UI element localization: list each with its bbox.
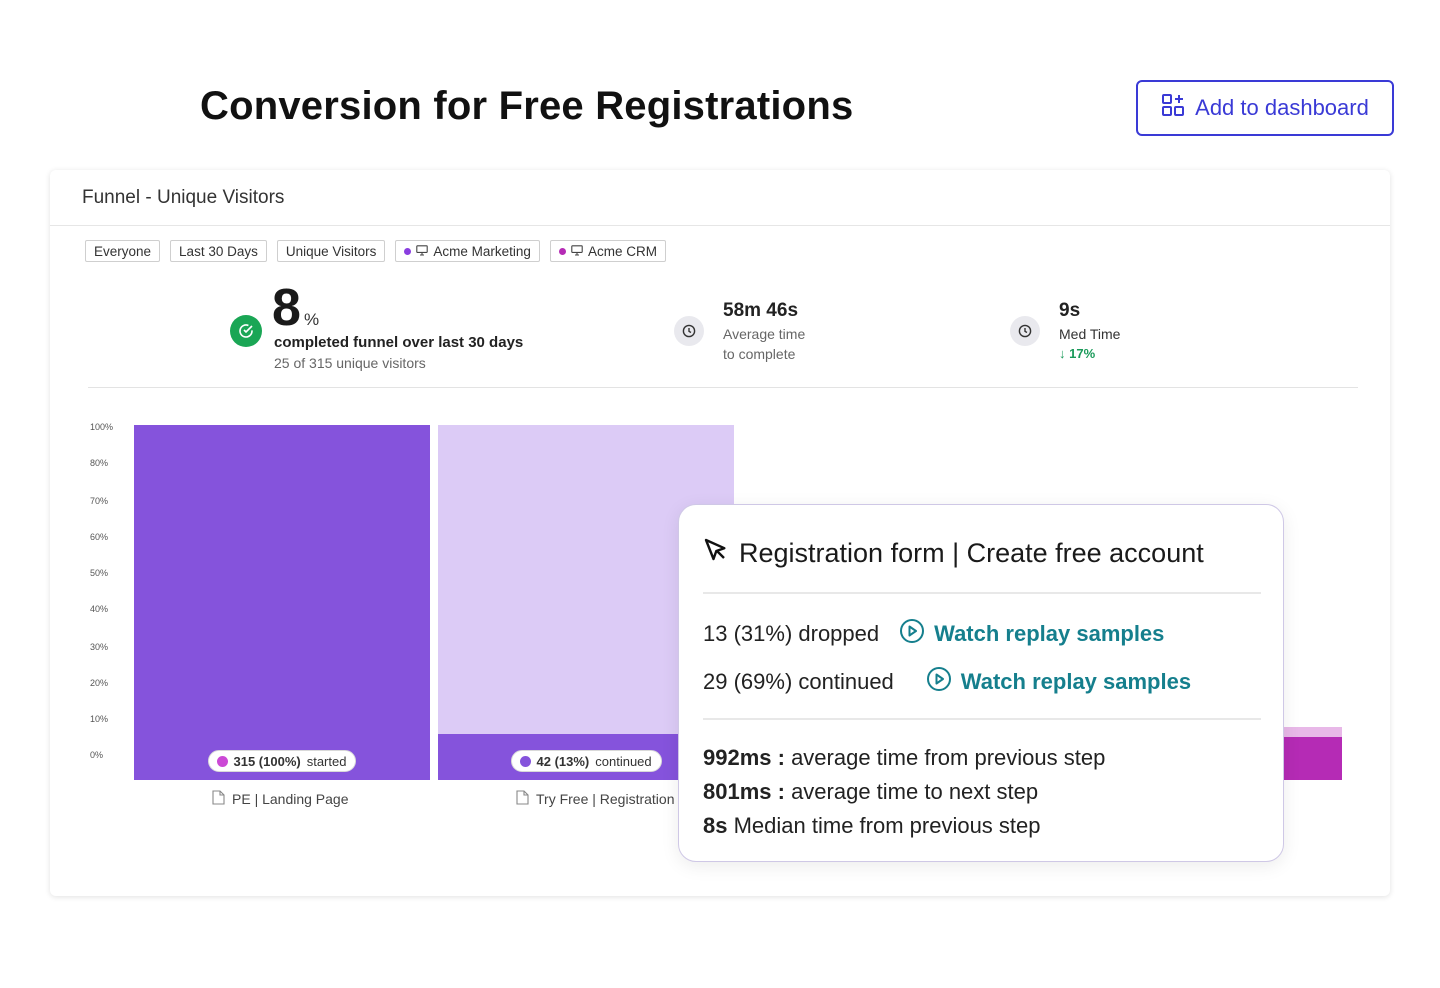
cursor-arrow-icon [703,537,729,570]
funnel-bar-cap [1282,727,1342,738]
step-label[interactable]: PE | Landing Page [212,790,349,808]
monitor-icon [571,244,583,259]
funnel-bar[interactable] [1282,737,1342,780]
step-label-text: PE | Landing Page [232,791,349,807]
step-label-text: Try Free | Registration pag [536,791,702,807]
y-tick-label: 10% [90,714,109,724]
filter-chip-everyone[interactable]: Everyone [85,240,161,262]
step-dot-icon [519,755,531,767]
step-detail-popover: Registration form | Create free account … [678,504,1284,862]
status-dot [558,247,566,255]
continued-row: 29 (69%) continued Watch replay samples [703,666,1191,698]
metric-avg-prev: 992ms : average time from previous step [703,745,1105,771]
chip-label: Acme Marketing [433,243,531,259]
y-tick-label: 30% [90,642,109,652]
y-tick-label: 50% [90,568,109,578]
metric-median-prev: 8s Median time from previous step [703,813,1041,839]
pill-value: 42 (13%) [536,753,590,769]
completion-description: completed funnel over last 30 days [274,334,524,351]
y-tick-label: 80% [90,458,109,468]
file-icon [516,790,529,808]
completion-value: 8 [272,279,301,337]
y-tick-label: 60% [90,532,109,542]
popover-divider [703,592,1261,594]
pill-text: continued [595,753,652,769]
bar-count-pill: 42 (13%) continued [510,750,662,772]
popover-divider [703,718,1261,720]
bar-count-pill: 315 (100%) started [207,750,357,772]
add-to-dashboard-label: Add to dashboard [1195,95,1369,120]
y-tick-label: 20% [90,678,109,688]
metric-text: Median time from previous step [727,813,1041,838]
y-tick-label: 40% [90,604,109,614]
status-dot [404,247,412,255]
watch-replay-label: Watch replay samples [960,669,1192,694]
completion-unit: % [304,310,320,329]
check-circle-icon [230,315,262,347]
popover-title-text: Registration form | Create free account [739,538,1204,568]
filter-chip-acme-marketing[interactable]: Acme Marketing [395,240,540,262]
dropped-row: 13 (31%) dropped Watch replay samples [703,618,1164,650]
completion-sub: 25 of 315 unique visitors [274,355,426,371]
metric-value: 801ms : [703,779,785,804]
funnel-bar[interactable] [134,425,430,780]
dropped-text: 13 (31%) dropped [703,621,880,646]
metric-text: average time to next step [784,779,1039,804]
avg-time-label-2: to complete [723,346,796,362]
step-label[interactable]: Try Free | Registration pag [516,790,702,808]
y-tick-label: 70% [90,496,109,506]
med-time-label: Med Time [1059,326,1121,342]
med-time-trend: ↓ 17% [1059,346,1096,361]
play-circle-icon [926,666,952,698]
play-circle-icon [899,618,925,650]
continued-text: 29 (69%) continued [703,669,894,694]
chip-label: Unique Visitors [285,243,377,259]
pill-value: 315 (100%) [233,753,301,769]
stats-divider [88,387,1358,388]
chip-label: Acme CRM [587,243,657,259]
dashboard-add-icon [1161,93,1185,123]
filter-chip-metric[interactable]: Unique Visitors [276,240,386,262]
filter-bar: Everyone Last 30 Days Unique Visitors Ac… [85,240,666,262]
metric-value: 992ms : [703,745,785,770]
avg-time-label: Average time [723,326,806,342]
step-dot-icon [216,755,228,767]
chip-label: Last 30 Days [179,243,258,259]
clock-icon [674,316,704,346]
metric-avg-next: 801ms : average time to next step [703,779,1038,805]
clock-icon [1010,316,1040,346]
metric-value: 8s [703,813,728,838]
page-title: Conversion for Free Registrations [200,84,854,128]
add-to-dashboard-button[interactable]: Add to dashboard [1136,80,1394,136]
y-tick-label: 100% [90,422,114,432]
watch-replay-label: Watch replay samples [934,621,1165,646]
watch-continued-replay-link[interactable]: Watch replay samples [926,666,1191,698]
filter-chip-date[interactable]: Last 30 Days [170,240,267,262]
monitor-icon [416,244,429,259]
popover-title: Registration form | Create free account [703,537,1204,570]
avg-time-value: 58m 46s [723,300,799,321]
filter-chip-acme-crm[interactable]: Acme CRM [549,240,666,262]
card-title: Funnel - Unique Visitors [50,170,1390,226]
med-time-value: 9s [1059,300,1081,321]
watch-dropped-replay-link[interactable]: Watch replay samples [899,618,1164,650]
y-tick-label: 0% [90,750,104,760]
chip-label: Everyone [94,243,152,259]
metric-text: average time from previous step [784,745,1106,770]
file-icon [212,790,225,808]
pill-text: started [306,753,347,769]
